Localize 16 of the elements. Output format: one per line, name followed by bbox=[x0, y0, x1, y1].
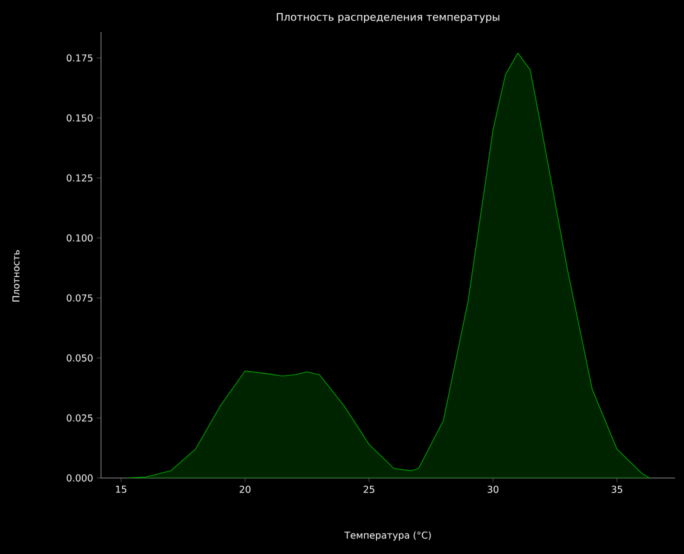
x-tick-label: 15 bbox=[116, 486, 126, 493]
x-tick-label: 25 bbox=[364, 486, 374, 493]
x-axis-title: Температура (°C) bbox=[344, 531, 431, 541]
y-tick-label: 0.100 bbox=[66, 234, 93, 242]
x-tick-label: 20 bbox=[240, 486, 250, 493]
y-axis-title: Плотность bbox=[12, 250, 20, 302]
y-tick-label: 0.000 bbox=[66, 474, 93, 482]
y-tick-label: 0.050 bbox=[66, 354, 93, 362]
y-tick-label: 0.025 bbox=[66, 414, 92, 422]
y-tick-label: 0.125 bbox=[66, 174, 92, 182]
y-tick-label: 0.175 bbox=[66, 54, 92, 62]
x-tick-label: 30 bbox=[488, 486, 498, 493]
x-tick-label: 35 bbox=[612, 486, 622, 493]
chart-title: Плотность распределения температуры bbox=[276, 13, 500, 23]
y-tick-label: 0.150 bbox=[66, 114, 93, 122]
y-tick-label: 0.075 bbox=[66, 294, 92, 302]
